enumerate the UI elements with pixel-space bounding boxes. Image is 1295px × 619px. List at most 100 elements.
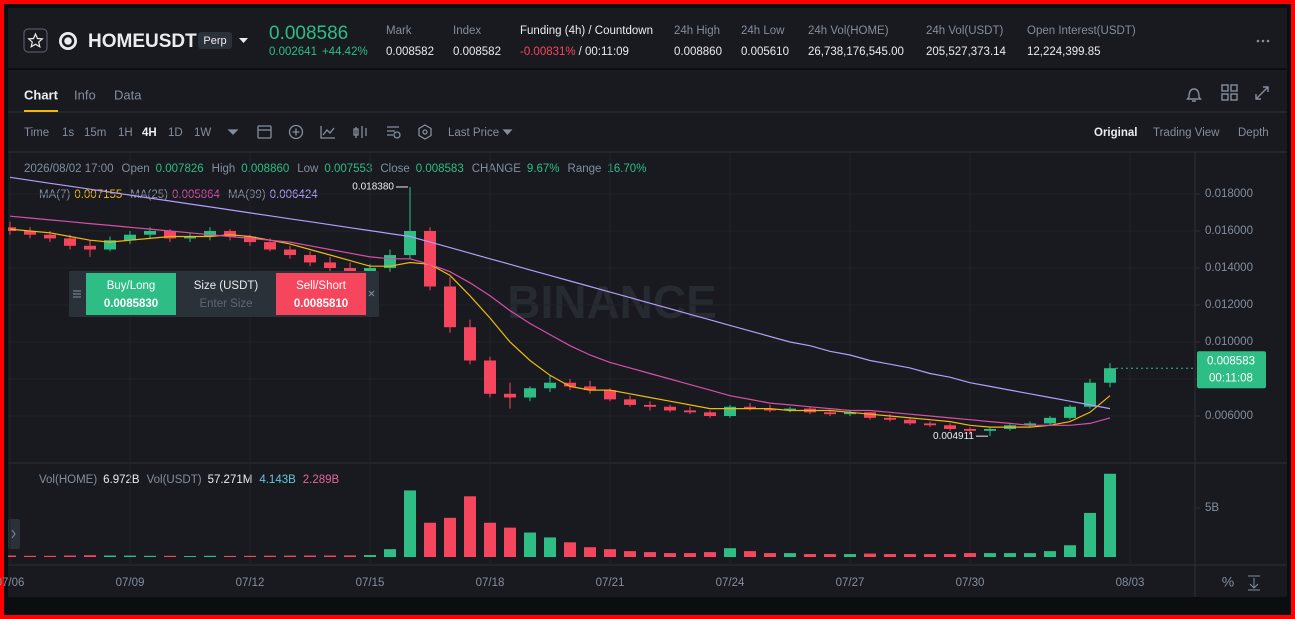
- stat-value: 205,527,373.14: [926, 46, 1007, 58]
- candle: [444, 277, 456, 333]
- order-widget: [69, 271, 379, 317]
- size-input[interactable]: [177, 273, 275, 315]
- panel-toggle[interactable]: [8, 519, 20, 549]
- percent-toggle[interactable]: %: [1222, 574, 1234, 590]
- view-option[interactable]: Trading View: [1153, 127, 1220, 139]
- scale-icon[interactable]: [1248, 575, 1260, 591]
- candle-body: [704, 412, 716, 417]
- volume-bar: [304, 555, 316, 557]
- x-tick-label: 08/03: [1116, 577, 1145, 589]
- price-tag-countdown: 00:11:08: [1209, 372, 1253, 384]
- low-marker: 0.004911: [933, 431, 974, 442]
- volume-bar: [84, 555, 96, 557]
- candle-body: [164, 230, 176, 239]
- toolbar-icons[interactable]: [227, 124, 513, 140]
- legend-value: 0.008583: [416, 163, 464, 175]
- size-label: Size (USDT): [194, 280, 259, 292]
- candle-body: [664, 406, 676, 411]
- interval[interactable]: 1s: [62, 127, 74, 139]
- candle: [824, 410, 836, 417]
- interval[interactable]: 4H: [142, 127, 157, 139]
- sell-label[interactable]: Sell/Short: [296, 280, 347, 292]
- symbol-dropdown[interactable]: [239, 38, 248, 43]
- candle-body: [44, 234, 56, 239]
- volume-bar: [124, 555, 136, 557]
- volume-bar: [804, 554, 816, 557]
- candle-body: [24, 230, 36, 235]
- tab[interactable]: Chart: [24, 87, 59, 102]
- x-tick-label: 07/21: [596, 577, 625, 589]
- sell-button[interactable]: [276, 273, 366, 315]
- tab-icons[interactable]: [1186, 84, 1269, 102]
- price-type[interactable]: Last Price: [448, 127, 499, 139]
- interval[interactable]: 1D: [168, 127, 183, 139]
- candle: [84, 240, 96, 257]
- ma-legend-label: MA(7): [39, 189, 70, 201]
- legend-value: 16.70%: [607, 163, 646, 175]
- more-menu[interactable]: [1256, 39, 1270, 43]
- candle: [784, 406, 796, 413]
- y-tick-label: 0.006000: [1205, 410, 1253, 422]
- volume-bar: [524, 532, 536, 557]
- buy-label[interactable]: Buy/Long: [107, 280, 156, 292]
- volume-bar: [944, 554, 956, 557]
- volume-bar: [344, 555, 356, 557]
- candle: [964, 427, 976, 435]
- stat-label: 24h Vol(HOME): [808, 25, 889, 37]
- candle-body: [1024, 423, 1036, 426]
- vol-legend-value: 57.271M: [208, 474, 253, 486]
- volume-bar: [8, 555, 16, 557]
- stat-label: Mark: [386, 25, 412, 37]
- tab[interactable]: Info: [74, 87, 96, 102]
- favorite-button[interactable]: [23, 28, 48, 53]
- buy-price[interactable]: 0.0085830: [104, 298, 158, 310]
- volume-bar: [464, 496, 476, 557]
- funding-countdown: / 00:11:09: [579, 46, 629, 58]
- candle: [584, 380, 596, 394]
- view-option[interactable]: Original: [1094, 127, 1137, 139]
- volume-bar: [964, 553, 976, 557]
- candle-body: [564, 382, 576, 387]
- interval[interactable]: 1H: [118, 127, 133, 139]
- volume-bar: [164, 555, 176, 557]
- volume-bar: [404, 490, 416, 557]
- volume-bar: [824, 554, 836, 557]
- stat-value: 26,738,176,545.00: [808, 46, 904, 58]
- candle: [524, 386, 536, 402]
- sell-price[interactable]: 0.0085810: [294, 298, 348, 310]
- drag-handle[interactable]: [73, 290, 81, 298]
- candle: [324, 256, 336, 272]
- candle-body: [484, 360, 496, 394]
- close-widget[interactable]: [368, 290, 375, 297]
- candle-body: [264, 242, 276, 250]
- size-placeholder[interactable]: Enter Size: [199, 298, 252, 310]
- candle-body: [364, 268, 376, 272]
- candle-body: [984, 428, 996, 431]
- tab[interactable]: Data: [114, 87, 142, 102]
- candle: [624, 395, 636, 407]
- buy-button[interactable]: [86, 273, 176, 315]
- view-option[interactable]: Depth: [1238, 127, 1269, 139]
- ma-legend-label: MA(25): [130, 189, 168, 201]
- candle: [664, 404, 676, 413]
- candle: [1084, 379, 1096, 409]
- candle-body: [504, 393, 516, 398]
- last-price: 0.008586: [269, 23, 348, 44]
- candle: [564, 379, 576, 391]
- candle-body: [684, 410, 696, 413]
- stat-value: 0.008582: [453, 46, 501, 58]
- interval[interactable]: 15m: [84, 127, 106, 139]
- stat-label: Funding (4h) / Countdown: [520, 25, 653, 37]
- volume-bar: [324, 555, 336, 557]
- contract-type: Perp: [203, 35, 226, 47]
- volume-bar: [544, 537, 556, 557]
- x-tick-label: 07/12: [236, 577, 265, 589]
- y-tick-label: 0.016000: [1205, 225, 1253, 237]
- high-marker: 0.018380: [352, 182, 394, 193]
- x-tick-label: 07/09: [116, 577, 145, 589]
- candle-body: [744, 406, 756, 409]
- volume-bar: [904, 554, 916, 557]
- interval[interactable]: 1W: [194, 127, 211, 139]
- candle-body: [904, 419, 916, 424]
- stat-label: Index: [453, 25, 481, 37]
